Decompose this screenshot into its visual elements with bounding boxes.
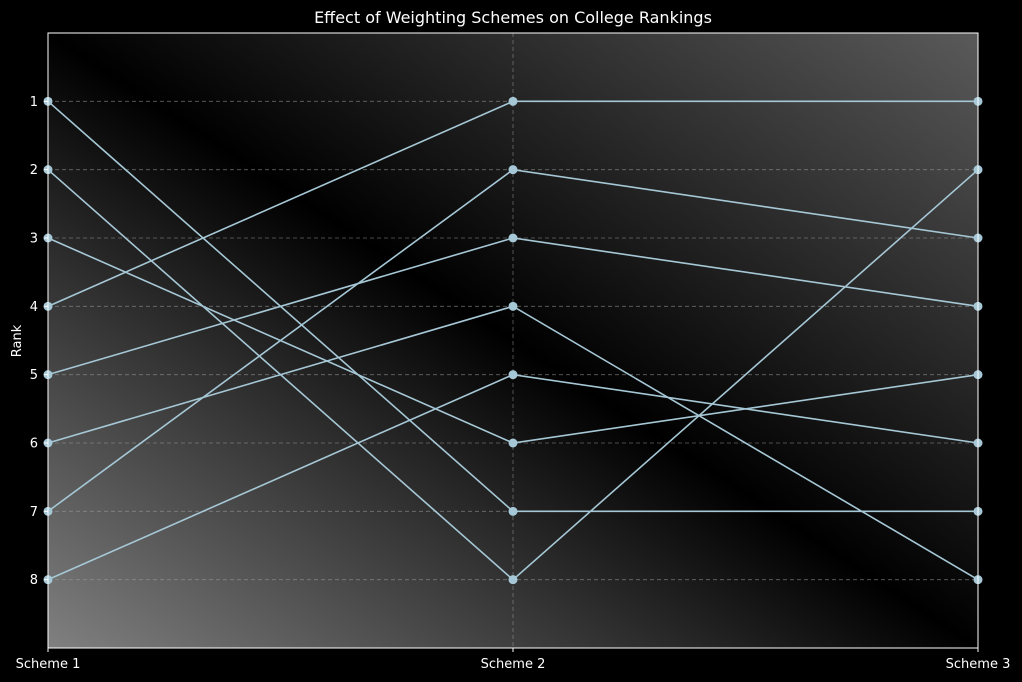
- data-point: [508, 233, 518, 243]
- data-point: [508, 575, 518, 585]
- data-point: [508, 165, 518, 175]
- y-tick-label: 3: [30, 232, 38, 247]
- y-axis: 1 2 3 4 5 6 7 8: [30, 95, 48, 588]
- y-axis-label: Rank: [10, 324, 25, 357]
- data-point: [508, 370, 518, 380]
- y-tick-label: 7: [30, 505, 38, 520]
- y-tick-label: 1: [30, 95, 38, 110]
- data-point: [508, 438, 518, 448]
- data-point: [508, 506, 518, 516]
- y-tick-label: 6: [30, 437, 38, 452]
- chart-title: Effect of Weighting Schemes on College R…: [314, 8, 712, 27]
- data-point: [508, 301, 518, 311]
- x-tick-label: Scheme 2: [481, 657, 546, 672]
- x-tick-label: Scheme 3: [946, 657, 1011, 672]
- x-axis: Scheme 1 Scheme 2 Scheme 3: [16, 648, 1011, 672]
- y-tick-label: 4: [30, 300, 38, 315]
- y-tick-label: 2: [30, 163, 38, 178]
- y-tick-label: 5: [30, 368, 38, 383]
- y-tick-label: 8: [30, 573, 38, 588]
- data-point: [508, 96, 518, 106]
- x-tick-label: Scheme 1: [16, 657, 81, 672]
